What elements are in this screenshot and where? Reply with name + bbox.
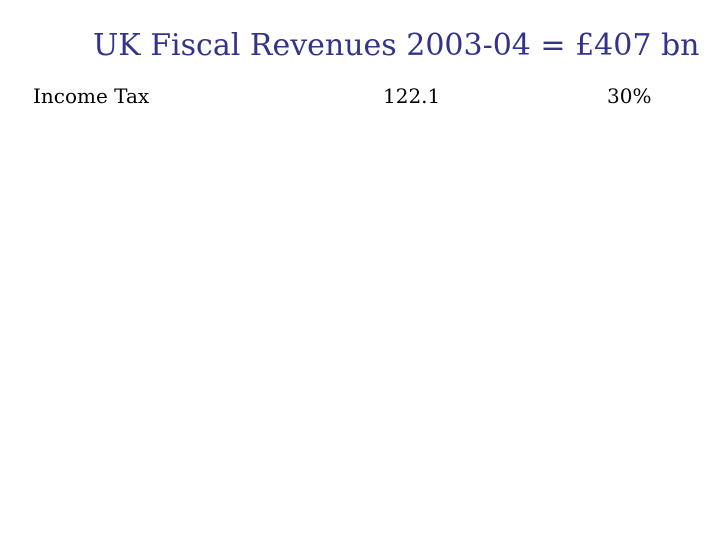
revenue-label: Income Tax xyxy=(33,84,150,108)
revenue-share: 30% xyxy=(607,84,652,108)
revenue-value: 122.1 xyxy=(383,84,441,108)
slide-title: UK Fiscal Revenues 2003-04 = £407 bn xyxy=(93,28,700,63)
revenue-row: Income Tax 122.1 30% xyxy=(0,82,720,110)
